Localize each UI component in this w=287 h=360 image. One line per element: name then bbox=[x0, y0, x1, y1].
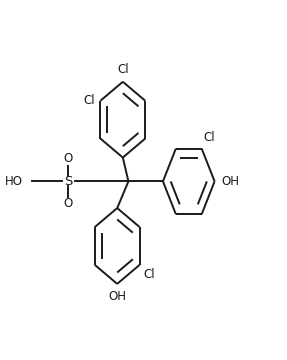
Text: OH: OH bbox=[108, 290, 126, 303]
Text: OH: OH bbox=[222, 175, 240, 188]
Text: Cl: Cl bbox=[84, 94, 95, 107]
Text: Cl: Cl bbox=[117, 63, 129, 76]
Text: HO: HO bbox=[5, 175, 23, 188]
Text: Cl: Cl bbox=[143, 268, 155, 281]
Text: S: S bbox=[64, 175, 72, 188]
Text: Cl: Cl bbox=[203, 131, 215, 144]
Text: O: O bbox=[63, 197, 73, 210]
Text: O: O bbox=[63, 152, 73, 166]
